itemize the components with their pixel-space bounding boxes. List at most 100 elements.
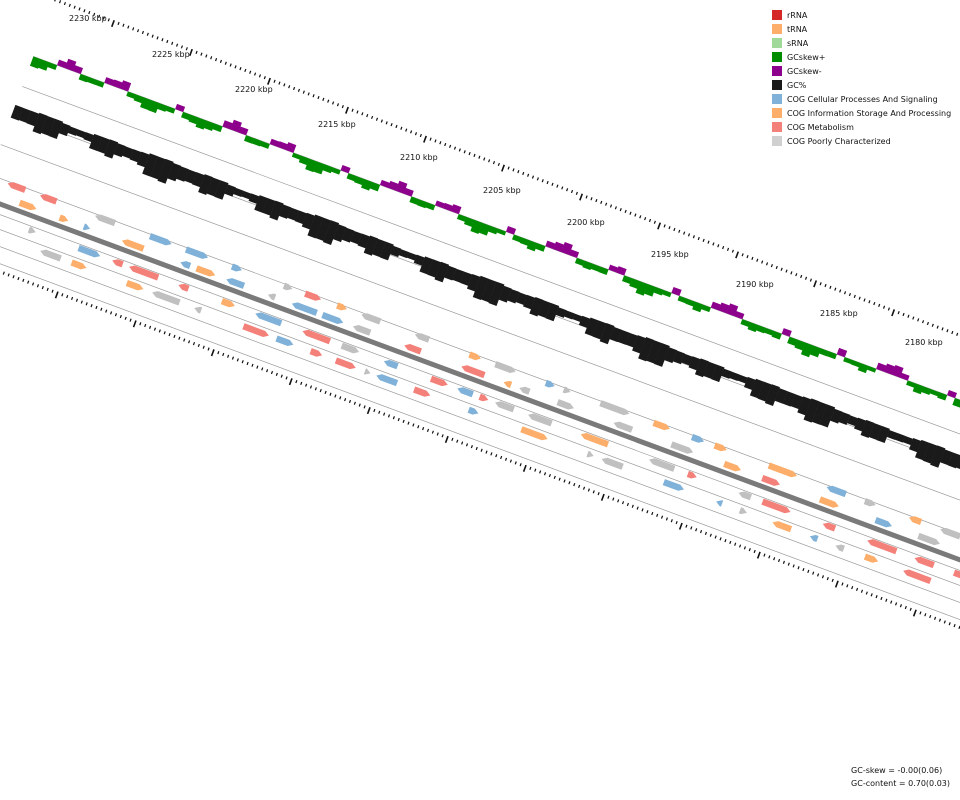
scale-tick	[171, 41, 174, 45]
scale-tick	[41, 285, 44, 290]
scale-tick	[660, 515, 664, 519]
gc-skew-positive-bar	[417, 199, 428, 209]
cog-metabolism-feature	[822, 522, 837, 532]
scale-tick	[536, 177, 539, 181]
scale-tick	[651, 511, 654, 516]
cog-metabolism-feature	[334, 357, 356, 370]
scale-tick	[548, 473, 551, 478]
cog-metabolism-feature	[478, 393, 489, 402]
scale-tick	[522, 171, 525, 176]
scale-tick	[283, 83, 286, 87]
gc-skew-positive-bar	[755, 325, 767, 334]
scale-tick	[78, 7, 81, 11]
cog-metabolism-feature	[914, 556, 935, 569]
scale-tick	[441, 434, 444, 438]
cog-poorly-characterized-feature	[40, 249, 62, 262]
scale-tick	[163, 331, 166, 335]
legend-label: rRNA	[787, 10, 808, 20]
scale-tick	[904, 605, 907, 610]
scale-tick	[161, 38, 164, 42]
gc-skew-positive-bar	[86, 76, 97, 85]
cog-poorly-characterized-feature	[940, 527, 960, 540]
scale-tick	[517, 170, 520, 174]
scale-tick	[507, 166, 510, 170]
scale-tick	[726, 247, 730, 251]
gc-content-bar	[379, 241, 394, 261]
scale-tick	[683, 231, 686, 235]
legend-swatch	[772, 38, 782, 48]
scale-tick	[132, 27, 135, 31]
scale-tick	[614, 206, 617, 210]
gc-content-bar	[940, 449, 953, 466]
gc-skew-positive-bar	[692, 301, 704, 313]
scale-tick	[205, 54, 208, 58]
scale-tick	[566, 188, 569, 192]
scale-tick	[504, 457, 508, 461]
guide-line	[0, 214, 960, 571]
scale-tick	[855, 587, 859, 592]
scale-tick	[673, 227, 676, 232]
legend-swatch	[772, 80, 782, 90]
cog-poorly-characterized-feature	[917, 532, 940, 546]
scale-tick	[492, 161, 496, 165]
gc-content-bar	[681, 353, 693, 366]
gc-skew-positive-bar	[195, 117, 207, 130]
scale-tick	[690, 526, 693, 530]
scale-tick	[639, 215, 642, 219]
gc-content-bar	[632, 335, 646, 354]
cog-poorly-characterized-feature	[599, 400, 630, 416]
scale-tick	[17, 276, 20, 281]
scale-tick	[353, 401, 356, 405]
cog-metabolism-feature	[761, 498, 791, 514]
gc-skew-negative-bar	[505, 225, 517, 235]
gc-skew-positive-bar	[298, 155, 310, 166]
cog-metabolism-feature	[429, 375, 448, 387]
scale-tick	[239, 67, 242, 71]
cog-cellular-feature	[321, 311, 344, 324]
gc-skew-positive-bar	[809, 345, 822, 358]
scale-tick	[93, 12, 96, 17]
gc-skew-negative-bar	[285, 142, 297, 153]
gc-content-bar	[711, 364, 725, 383]
gc-content-bar	[434, 261, 450, 283]
scale-tick	[419, 133, 422, 138]
gc-content-bar	[254, 195, 268, 213]
gc-content-bar	[694, 358, 709, 378]
scale-tick	[551, 182, 554, 186]
scale-tick	[909, 607, 912, 611]
gc-skew-stat: GC-skew = -0.00(0.06)	[851, 766, 943, 775]
scale-tick	[748, 548, 751, 552]
cog-metabolism-feature	[242, 323, 269, 337]
gc-content-bar	[922, 442, 938, 464]
scale-tick	[407, 421, 410, 425]
gc-skew-negative-bar	[403, 187, 414, 197]
scale-tick	[831, 578, 834, 583]
scale-tick	[234, 65, 237, 69]
cog-cellular-feature	[467, 406, 479, 415]
gc-content-bar	[819, 404, 836, 428]
scale-tick	[826, 576, 829, 581]
cog-poorly-characterized-feature	[340, 342, 360, 354]
scale-tick	[829, 285, 832, 289]
gc-content-bar	[332, 224, 347, 243]
scale-tick	[787, 562, 790, 566]
gc-content-bar	[545, 303, 560, 322]
cog-poorly-characterized-feature	[670, 441, 694, 454]
scale-tick	[270, 370, 274, 375]
scale-tick	[153, 327, 157, 331]
cog-metabolism-feature	[867, 539, 898, 555]
scale-tick	[646, 510, 649, 514]
scale-label: 2225 kbp	[152, 50, 190, 59]
scale-tick	[819, 282, 822, 286]
gc-content-bar	[599, 322, 615, 345]
scale-tick	[891, 309, 896, 317]
scale-tick	[444, 435, 449, 444]
gc-content-bar	[782, 391, 796, 407]
legend-swatch	[772, 52, 782, 62]
scale-label: 2195 kbp	[651, 250, 689, 259]
gc-skew-positive-bar	[488, 225, 499, 235]
stats-panel: GC-skew = -0.00(0.06) GC-content = 0.70(…	[851, 765, 950, 790]
scale-tick	[478, 155, 481, 159]
legend-swatch	[772, 122, 782, 132]
cog-metabolism-feature	[461, 365, 486, 379]
